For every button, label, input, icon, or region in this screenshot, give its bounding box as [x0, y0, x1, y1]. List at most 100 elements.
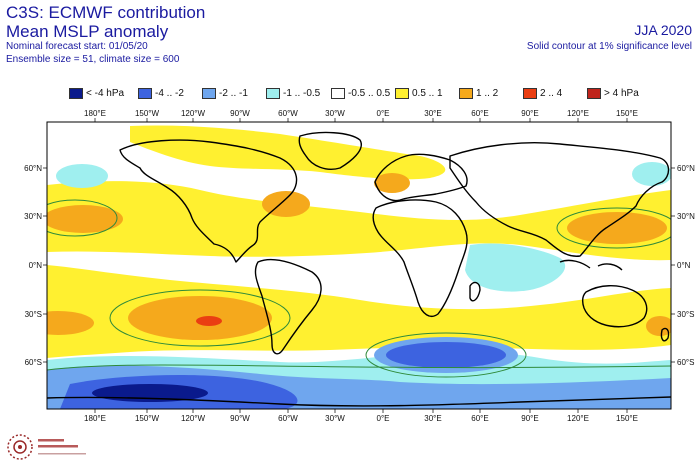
legend-label: > 4 hPa — [604, 87, 639, 99]
lon-label: 120°E — [567, 109, 589, 118]
lon-label: 0°E — [377, 414, 390, 423]
anomaly-region-positive — [47, 181, 671, 261]
season-label: JJA 2020 — [634, 22, 692, 38]
lon-label: 150°W — [135, 109, 160, 118]
indonesia-coast — [559, 259, 623, 271]
lon-label: 0°E — [377, 109, 390, 118]
lon-label: 60°W — [278, 414, 298, 423]
lon-label: 120°E — [567, 414, 589, 423]
legend-swatch — [331, 87, 345, 99]
north-america-coast — [119, 139, 298, 263]
antarctica-coast — [47, 396, 671, 407]
lat-label: 30°N — [677, 212, 695, 221]
lon-label: 180°E — [84, 109, 106, 118]
legend-swatch — [202, 87, 216, 99]
legend-item: -2 .. -1 — [202, 86, 248, 100]
australia-coast — [581, 285, 648, 328]
legend-swatch — [587, 87, 601, 99]
new-zealand-coast — [660, 327, 670, 342]
anomaly-region-positive — [130, 125, 446, 180]
greenland-coast — [298, 131, 362, 170]
legend-item: > 4 hPa — [587, 86, 639, 100]
significance-contours — [47, 199, 671, 378]
legend-swatch — [138, 87, 152, 99]
lon-label: 60°E — [471, 414, 488, 423]
lat-label: 0°N — [29, 261, 43, 270]
axis-ticks — [43, 118, 675, 413]
significance-contour — [47, 199, 118, 237]
lon-label: 60°E — [471, 109, 488, 118]
significance-contour — [365, 332, 527, 378]
lon-label: 120°W — [181, 109, 206, 118]
legend-label: 1 .. 2 — [476, 87, 499, 99]
c3s-logo — [6, 430, 126, 466]
legend-label: -0.5 .. 0.5 — [348, 87, 391, 99]
color-legend: < -4 hPa -4 .. -2 -2 .. -1 -1 .. -0.5 -0… — [69, 86, 700, 100]
lon-label: 90°W — [230, 414, 250, 423]
forecast-start-text: Nominal forecast start: 01/05/20 — [6, 41, 148, 52]
europe-coast — [374, 153, 468, 202]
lon-label: 90°W — [230, 109, 250, 118]
legend-item: -4 .. -2 — [138, 86, 184, 100]
lat-label: 30°N — [24, 212, 42, 221]
lon-label: 150°W — [135, 414, 160, 423]
legend-label: < -4 hPa — [86, 87, 125, 99]
south-america-coast — [254, 258, 322, 355]
significance-contour — [556, 207, 671, 249]
legend-swatch — [523, 87, 537, 99]
lon-labels-top: 180°E 150°W 120°W 90°W 60°W 30°W 0°E 30°… — [84, 109, 638, 118]
significance-contour — [109, 289, 291, 347]
anomaly-region-strong-positive — [47, 311, 94, 335]
map-frame — [46, 121, 672, 410]
madagascar-coast — [469, 281, 481, 302]
africa-coast — [372, 199, 468, 318]
legend-item: < -4 hPa — [69, 86, 124, 100]
legend-label: -2 .. -1 — [219, 87, 248, 99]
ensemble-size-text: Ensemble size = 51, climate size = 600 — [6, 54, 180, 65]
lon-label: 30°W — [325, 109, 345, 118]
anomaly-region-strong-positive — [47, 205, 123, 233]
legend-swatch — [459, 87, 473, 99]
lon-label: 180°E — [84, 414, 106, 423]
legend-swatch — [69, 87, 83, 99]
title-line-2: Mean MSLP anomaly — [6, 22, 169, 41]
asia-coast — [449, 142, 670, 257]
coastlines — [47, 131, 671, 407]
anomaly-region-weak-negative — [632, 162, 671, 186]
legend-label: 0.5 .. 1 — [412, 87, 443, 99]
anomaly-region-moderate-negative — [386, 342, 506, 368]
mslp-anomaly-map: 180°E 150°W 120°W 90°W 60°W 30°W 0°E 30°… — [24, 109, 695, 423]
title-line-1: C3S: ECMWF contribution — [6, 3, 206, 22]
lon-label: 60°W — [278, 109, 298, 118]
lon-label: 30°E — [424, 414, 441, 423]
legend-label: -1 .. -0.5 — [283, 87, 321, 99]
significance-contour — [47, 364, 671, 371]
legend-swatch — [266, 87, 280, 99]
anomaly-region-weak-negative — [465, 243, 566, 292]
lon-label: 150°E — [616, 109, 638, 118]
lat-label: 60°N — [24, 164, 42, 173]
anomaly-region-strong-positive — [262, 191, 310, 217]
lat-label: 60°S — [25, 358, 42, 367]
lon-label: 150°E — [616, 414, 638, 423]
lat-label: 30°S — [677, 310, 694, 319]
lon-label: 120°W — [181, 414, 206, 423]
legend-item: 0.5 .. 1 — [395, 86, 443, 100]
legend-item: -1 .. -0.5 — [266, 86, 320, 100]
anomaly-region-strong-positive — [567, 212, 667, 244]
lon-labels-bottom: 180°E 150°W 120°W 90°W 60°W 30°W 0°E 30°… — [84, 414, 638, 423]
lon-label: 30°E — [424, 109, 441, 118]
anomaly-region-max-positive — [196, 316, 222, 326]
lon-label: 90°E — [521, 414, 538, 423]
legend-label: 2 .. 4 — [540, 87, 563, 99]
legend-item: -0.5 .. 0.5 — [331, 86, 390, 100]
legend-item: 2 .. 4 — [523, 86, 562, 100]
anomaly-region-strong-positive — [374, 173, 410, 193]
anomaly-field — [47, 122, 671, 409]
significance-note: Solid contour at 1% significance level — [526, 41, 692, 52]
legend-item: 1 .. 2 — [459, 86, 498, 100]
lat-labels-left: 60°N 30°N 0°N 30°S 60°S — [24, 164, 42, 367]
lat-labels-right: 60°N 30°N 0°N 30°S 60°S — [677, 164, 695, 367]
lon-label: 30°W — [325, 414, 345, 423]
c3s-logo-icon — [7, 434, 86, 460]
